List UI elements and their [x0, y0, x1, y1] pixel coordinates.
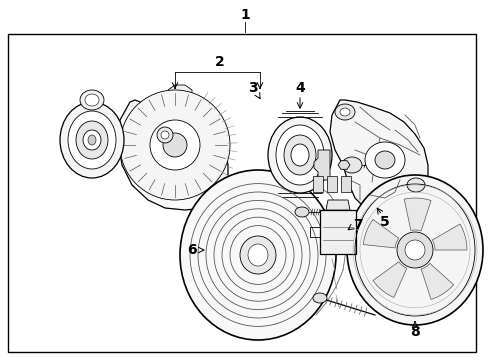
Ellipse shape [342, 157, 362, 173]
Bar [8, 34, 476, 352]
Polygon shape [314, 150, 330, 180]
Bar [327, 176, 337, 192]
Polygon shape [338, 161, 350, 169]
Ellipse shape [375, 151, 395, 169]
Ellipse shape [88, 135, 96, 145]
Ellipse shape [80, 90, 104, 110]
Ellipse shape [313, 293, 327, 303]
Ellipse shape [295, 207, 309, 217]
Ellipse shape [240, 236, 276, 274]
Polygon shape [330, 100, 428, 216]
Ellipse shape [248, 244, 268, 266]
Ellipse shape [335, 104, 355, 120]
Polygon shape [118, 100, 228, 210]
Ellipse shape [157, 127, 173, 143]
Ellipse shape [83, 130, 101, 150]
Ellipse shape [161, 131, 169, 139]
Ellipse shape [276, 125, 324, 185]
Ellipse shape [163, 133, 187, 157]
Text: 5: 5 [380, 215, 390, 229]
Ellipse shape [180, 170, 336, 340]
Bar [320, 210, 356, 254]
Ellipse shape [120, 90, 230, 200]
Text: 3: 3 [248, 81, 258, 95]
Text: 6: 6 [187, 243, 197, 257]
Ellipse shape [405, 240, 425, 260]
Bar [341, 176, 351, 192]
Bar [313, 176, 323, 192]
Ellipse shape [68, 111, 116, 169]
Text: 7: 7 [353, 218, 363, 232]
Polygon shape [421, 264, 454, 300]
Text: 8: 8 [410, 325, 420, 339]
Ellipse shape [76, 121, 108, 159]
Ellipse shape [291, 144, 309, 166]
Ellipse shape [60, 102, 124, 178]
Text: 1: 1 [240, 8, 250, 22]
Polygon shape [404, 198, 431, 231]
Polygon shape [326, 200, 350, 210]
Text: 2: 2 [215, 55, 225, 69]
Polygon shape [373, 262, 407, 297]
Ellipse shape [340, 108, 350, 116]
Polygon shape [432, 224, 467, 250]
Polygon shape [363, 220, 399, 248]
Ellipse shape [150, 120, 200, 170]
Ellipse shape [407, 178, 425, 192]
Text: 4: 4 [295, 81, 305, 95]
Ellipse shape [365, 142, 405, 178]
Ellipse shape [347, 175, 483, 325]
Ellipse shape [397, 232, 433, 268]
Ellipse shape [284, 135, 316, 175]
Polygon shape [168, 85, 192, 112]
Ellipse shape [85, 94, 99, 106]
Ellipse shape [268, 117, 332, 193]
